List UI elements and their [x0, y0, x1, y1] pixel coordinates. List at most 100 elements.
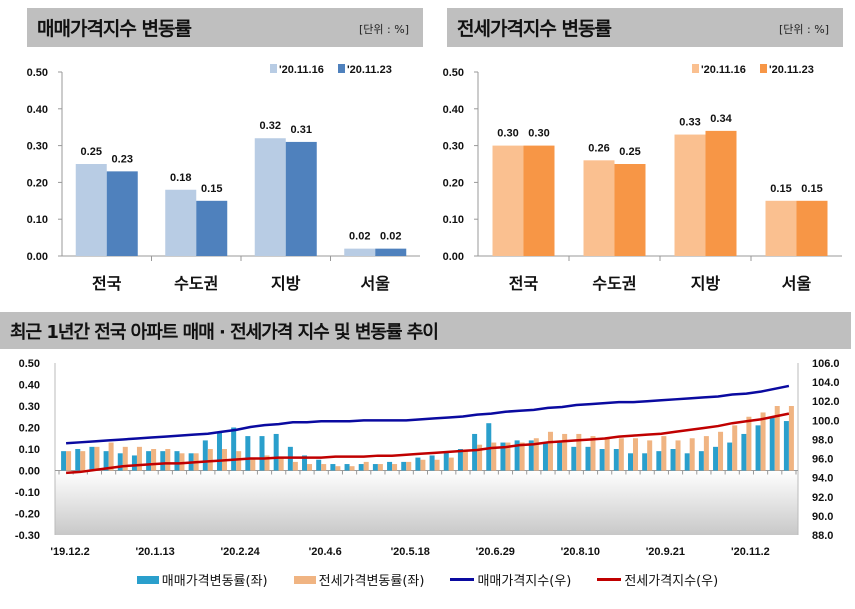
sale-rate-bar — [202, 440, 208, 471]
sale-rate-bar — [514, 440, 520, 471]
sale-rate-bar — [528, 440, 534, 471]
jeonse-rate-bar — [462, 451, 468, 471]
jeonse-data-label: 0.15 — [801, 183, 822, 195]
jeonse-legend-swatch — [692, 64, 699, 73]
legend-sale-rate: 매매가격변동률(좌) — [136, 570, 268, 589]
jeonse-category-label: 전국 — [509, 275, 539, 293]
sale-rate-bar — [542, 442, 548, 471]
legend-sale-index: 매매가격지수(우) — [450, 570, 571, 589]
sale-bar — [196, 200, 228, 256]
sale-rate-bar — [571, 446, 577, 471]
sale-rate-bar — [259, 436, 265, 471]
jeonse-rate-bar — [392, 464, 398, 471]
trend-right-tick-label: 100.0 — [812, 415, 840, 427]
legend-jeonse-index: 전세가격지수(우) — [597, 570, 718, 589]
trend-right-tick-label: 98.0 — [812, 434, 833, 446]
sale-rate-bar — [599, 449, 605, 471]
jeonse-rate-bar — [94, 446, 100, 471]
jeonse-rate-bar — [788, 406, 794, 471]
jeonse-rate-bar — [250, 457, 256, 471]
jeonse-data-label: 0.34 — [710, 113, 732, 125]
sale-y-tick-label: 0.00 — [27, 251, 48, 263]
sale-rate-bar — [316, 459, 322, 471]
jeonse-rate-bar — [533, 438, 539, 471]
trend-x-tick-label: '20.8.10 — [561, 546, 600, 558]
jeonse-bar — [765, 200, 797, 256]
jeonse-chart-unit: [단위 : %] — [779, 23, 829, 36]
sale-rate-bar — [61, 451, 67, 471]
trend-x-tick-label: '20.5.18 — [391, 546, 430, 558]
trend-chart-title-bar: 최근 1년간 전국 아파트 매매 · 전세가격 지수 및 변동률 추이 — [0, 312, 851, 349]
jeonse-bar — [492, 145, 524, 256]
jeonse-rate-bar — [66, 451, 72, 471]
legend-jeonse-rate: 전세가격변동률(좌) — [293, 570, 424, 589]
jeonse-data-label: 0.25 — [619, 146, 640, 158]
jeonse-rate-bar — [448, 457, 454, 471]
trend-plot-negative-area — [55, 470, 798, 535]
jeonse-rate-bar — [746, 416, 752, 471]
sale-rate-bar — [358, 464, 364, 471]
sale-data-label: 0.18 — [170, 172, 191, 184]
sale-rate-bar — [273, 433, 279, 471]
jeonse-data-label: 0.15 — [770, 183, 791, 195]
jeonse-rate-bar — [647, 440, 653, 471]
trend-x-tick-label: '20.4.6 — [309, 546, 342, 558]
jeonse-rate-bar — [136, 446, 142, 471]
legend-swatch — [450, 578, 475, 581]
jeonse-data-label: 0.30 — [528, 128, 549, 140]
jeonse-index-line — [66, 412, 790, 475]
sale-index-line — [66, 384, 790, 445]
trend-right-tick-label: 104.0 — [812, 377, 840, 389]
jeonse-legend-label: '20.11.16 — [701, 64, 746, 76]
sale-rate-bar — [401, 461, 407, 471]
jeonse-rate-bar — [633, 438, 639, 471]
sale-category-label: 수도권 — [174, 274, 218, 293]
sale-rate-bar — [628, 453, 634, 471]
trend-left-tick-label: -0.20 — [15, 509, 40, 521]
jeonse-rate-bar — [207, 449, 213, 471]
sale-bar — [106, 171, 138, 256]
sale-data-label: 0.02 — [380, 231, 401, 243]
sale-rate-bar — [429, 455, 435, 471]
jeonse-rate-bar — [349, 466, 355, 471]
legend-label: 매매가격변동률(좌) — [161, 574, 268, 589]
jeonse-rate-bar — [307, 464, 313, 471]
jeonse-data-label: 0.26 — [588, 142, 609, 154]
sale-rate-bar — [302, 455, 308, 471]
sale-data-label: 0.32 — [260, 120, 281, 132]
trend-right-tick-label: 96.0 — [812, 454, 833, 466]
jeonse-rate-bar — [335, 466, 341, 471]
sale-bar — [165, 189, 197, 256]
jeonse-rate-bar — [477, 444, 483, 471]
sale-legend-swatch — [270, 64, 277, 73]
jeonse-rate-bar — [122, 446, 128, 471]
jeonse-rate-bar — [80, 451, 86, 471]
sale-rate-bar — [75, 449, 81, 471]
sale-legend-label: '20.11.16 — [279, 64, 324, 76]
sale-y-tick-label: 0.40 — [27, 104, 48, 116]
jeonse-y-tick-label: 0.50 — [443, 67, 464, 79]
jeonse-rate-bar — [732, 425, 738, 471]
jeonse-rate-bar — [718, 431, 724, 471]
sale-rate-bar — [613, 449, 619, 471]
sale-rate-bar — [769, 416, 775, 471]
legend-swatch — [293, 575, 316, 584]
jeonse-rate-bar — [236, 451, 242, 471]
sale-rate-bar — [472, 433, 478, 471]
sale-chart-unit: [단위 : %] — [359, 23, 409, 36]
trend-left-tick-label: 0.30 — [19, 401, 40, 413]
trend-x-tick-label: '20.6.29 — [476, 546, 515, 558]
jeonse-chart-title: 전세가격지수 변동률 — [457, 18, 612, 40]
sale-data-label: 0.15 — [201, 183, 222, 195]
sale-bar — [75, 164, 107, 256]
trend-chart-title: 최근 1년간 전국 아파트 매매 · 전세가격 지수 및 변동률 추이 — [10, 322, 439, 343]
jeonse-bar — [614, 164, 646, 256]
sale-rate-bar — [372, 464, 378, 471]
jeonse-rate-bar — [278, 457, 284, 471]
jeonse-rate-bar — [179, 453, 185, 471]
trend-right-tick-label: 90.0 — [812, 511, 833, 523]
jeonse-rate-bar — [165, 449, 171, 471]
sale-y-tick-label: 0.50 — [27, 67, 48, 79]
sale-rate-bar — [486, 423, 492, 471]
jeonse-data-label: 0.33 — [679, 117, 700, 129]
